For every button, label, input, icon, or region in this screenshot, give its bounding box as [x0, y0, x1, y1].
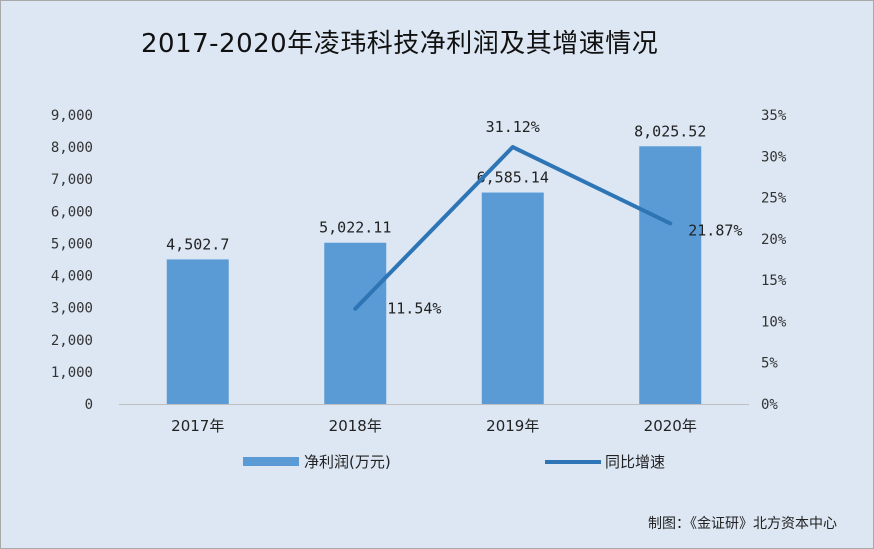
y-right-tick-label: 5%: [761, 356, 778, 372]
bar-data-label: 4,502.7: [166, 235, 229, 253]
y-right-tick-label: 20%: [761, 232, 787, 248]
line-data-label: 11.54%: [387, 300, 441, 318]
x-category-label: 2019年: [486, 417, 539, 435]
bar: [639, 146, 702, 405]
bar-data-label: 8,025.52: [634, 122, 706, 140]
bar: [166, 259, 229, 404]
line-data-label: 31.12%: [486, 118, 540, 136]
bar-data-label: 5,022.11: [319, 219, 391, 237]
y-left-tick-label: 2,000: [51, 333, 93, 349]
y-left-tick-label: 0: [85, 397, 93, 413]
y-left-tick-label: 1,000: [51, 365, 93, 381]
y-right-tick-label: 25%: [761, 191, 787, 207]
y-right-tick-label: 15%: [761, 273, 787, 289]
y-right-tick-label: 30%: [761, 149, 787, 165]
y-left-tick-label: 5,000: [51, 236, 93, 252]
legend-bar-label: 净利润(万元): [304, 453, 391, 471]
y-left-tick-label: 3,000: [51, 301, 93, 317]
growth-line: [353, 145, 673, 311]
y-left-tick-label: 9,000: [51, 108, 93, 124]
x-category-label: 2020年: [644, 417, 697, 435]
y-right-tick-label: 0%: [761, 397, 778, 413]
y-left-tick-label: 8,000: [51, 140, 93, 156]
y-left-tick-label: 7,000: [51, 172, 93, 188]
legend-bar-swatch: [243, 457, 299, 466]
y-left-tick-label: 6,000: [51, 204, 93, 220]
y-right-tick-label: 35%: [761, 108, 787, 124]
bar: [481, 192, 544, 404]
y-right-tick-label: 10%: [761, 314, 787, 330]
legend-line-label: 同比增速: [605, 453, 665, 471]
bar: [324, 242, 387, 404]
y-left-tick-label: 4,000: [51, 269, 93, 285]
line-data-label: 21.87%: [688, 221, 742, 239]
x-category-label: 2017年: [171, 417, 224, 435]
bar-data-label: 6,585.14: [477, 169, 549, 187]
source-note: 制图：《金证研》北方资本中心: [648, 516, 837, 532]
chart-title: 2017-2020年凌玮科技净利润及其增速情况: [141, 29, 659, 59]
x-category-label: 2018年: [329, 417, 382, 435]
